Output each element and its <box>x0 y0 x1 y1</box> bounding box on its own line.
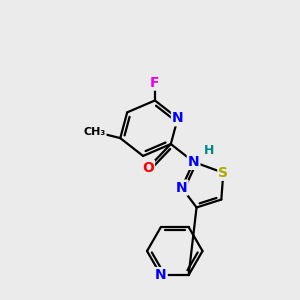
Text: N: N <box>176 181 188 195</box>
Text: F: F <box>150 76 160 90</box>
Text: CH₃: CH₃ <box>83 127 106 137</box>
Text: S: S <box>218 166 228 180</box>
Text: H: H <box>204 143 214 157</box>
Text: N: N <box>188 155 200 169</box>
Text: O: O <box>142 161 154 175</box>
Text: N: N <box>155 268 167 282</box>
Text: N: N <box>172 111 184 125</box>
